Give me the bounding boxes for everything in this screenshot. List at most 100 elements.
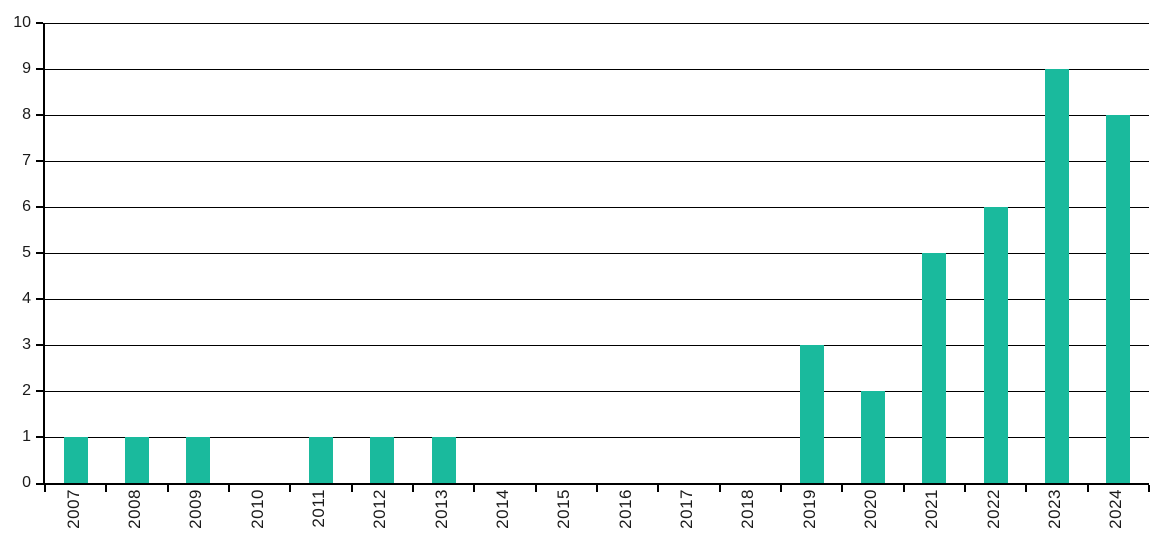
gridline-y-4	[45, 299, 1149, 300]
gridline-y-5	[45, 253, 1149, 254]
x-label-slot-2007: 2007	[43, 489, 104, 547]
y-tick-0	[36, 483, 43, 485]
x-tick-label-2017: 2017	[676, 489, 696, 529]
y-tick-label-9: 9	[22, 60, 31, 77]
x-label-slot-2011: 2011	[288, 489, 349, 547]
y-tick-label-0: 0	[22, 474, 31, 491]
y-tick-5	[36, 252, 43, 254]
x-tick-label-2016: 2016	[615, 489, 635, 529]
y-tick-label-5: 5	[22, 244, 31, 261]
y-tick-label-3: 3	[22, 336, 31, 353]
x-label-slot-2024: 2024	[1086, 489, 1147, 547]
x-label-slot-2012: 2012	[350, 489, 411, 547]
y-tick-6	[36, 206, 43, 208]
x-label-slot-2013: 2013	[411, 489, 472, 547]
x-tick-9	[596, 485, 598, 492]
x-tick-label-2008: 2008	[124, 489, 144, 529]
gridline-y-9	[45, 69, 1149, 70]
y-tick-label-4: 4	[22, 290, 31, 307]
x-tick-8	[534, 485, 537, 492]
y-tick-8	[36, 114, 43, 116]
gridline-y-1	[45, 437, 1149, 438]
bar-2024	[1106, 115, 1131, 483]
y-axis-tick-labels: 0 1 2 3 4 5 6 7 8 9 10	[0, 14, 31, 491]
x-tick-6	[412, 485, 414, 492]
x-tick-4	[289, 485, 292, 492]
x-label-slot-2014: 2014	[472, 489, 533, 547]
x-label-slot-2016: 2016	[595, 489, 656, 547]
x-tick-1	[105, 485, 108, 492]
x-tick-11	[718, 485, 721, 492]
x-tick-16	[1025, 485, 1028, 492]
x-tick-label-2009: 2009	[186, 489, 206, 529]
bar-2023	[1045, 69, 1069, 483]
bar-2019	[799, 345, 824, 483]
bar-2020	[861, 391, 885, 483]
x-label-slot-2018: 2018	[718, 489, 779, 547]
y-tick-label-7: 7	[22, 152, 31, 169]
x-tick-12	[780, 485, 782, 492]
gridline-y-8	[45, 115, 1149, 116]
y-tick-label-2: 2	[22, 382, 31, 399]
x-tick-7	[473, 485, 476, 492]
x-tick-label-2015: 2015	[554, 489, 574, 529]
bar-2009	[186, 437, 211, 483]
gridline-y-10	[45, 23, 1149, 24]
bar-2012	[370, 437, 395, 483]
x-tick-label-2011: 2011	[308, 489, 328, 528]
x-label-slot-2015: 2015	[534, 489, 595, 547]
x-tick-label-2023: 2023	[1044, 489, 1064, 529]
x-label-slot-2022: 2022	[963, 489, 1024, 547]
bar-2008	[125, 437, 149, 483]
y-tick-7	[36, 160, 43, 162]
bar-2013	[431, 437, 456, 483]
gridline-y-6	[45, 207, 1149, 208]
x-tick-label-2014: 2014	[492, 489, 512, 529]
gridline-y-7	[45, 161, 1149, 162]
bar-2007	[63, 437, 88, 483]
x-label-slot-2008: 2008	[104, 489, 165, 547]
x-tick-3	[228, 485, 230, 492]
y-tick-label-10: 10	[13, 14, 31, 31]
y-tick-3	[36, 344, 43, 346]
x-tick-label-2012: 2012	[370, 489, 390, 529]
x-tick-14	[902, 485, 905, 492]
x-tick-2	[166, 485, 169, 492]
x-label-slot-2019: 2019	[779, 489, 840, 547]
plot-area	[36, 22, 1150, 492]
x-tick-label-2022: 2022	[983, 489, 1003, 529]
y-tick-2	[36, 390, 43, 392]
y-tick-4	[36, 298, 43, 300]
y-tick-label-8: 8	[22, 106, 31, 123]
bar-2011	[309, 437, 333, 483]
y-tick-9	[36, 68, 43, 70]
x-label-slot-2017: 2017	[656, 489, 717, 547]
x-tick-label-2019: 2019	[799, 489, 819, 529]
x-label-slot-2023: 2023	[1024, 489, 1085, 547]
y-tick-1	[36, 436, 43, 438]
y-tick-10	[36, 22, 43, 24]
x-label-slot-2020: 2020	[840, 489, 901, 547]
x-tick-label-2013: 2013	[431, 489, 451, 529]
x-tick-18	[1148, 485, 1150, 492]
x-tick-label-2018: 2018	[738, 489, 758, 529]
x-tick-label-2024: 2024	[1106, 489, 1126, 529]
y-tick-label-1: 1	[22, 428, 31, 445]
bar-2021	[922, 253, 947, 483]
x-axis-tick-labels: 2007 2008 2009 2010 2011 2012 2013 2014 2015 2016…	[43, 489, 1147, 547]
x-tick-10	[657, 485, 660, 492]
x-label-slot-2021: 2021	[902, 489, 963, 547]
bar-2022	[983, 207, 1008, 483]
x-label-slot-2010: 2010	[227, 489, 288, 547]
y-tick-label-6: 6	[22, 198, 31, 215]
x-tick-label-2021: 2021	[922, 489, 942, 529]
x-tick-17	[1086, 485, 1089, 492]
x-label-slot-2009: 2009	[166, 489, 227, 547]
x-tick-label-2010: 2010	[247, 489, 267, 529]
x-tick-5	[350, 485, 353, 492]
x-tick-label-2020: 2020	[860, 489, 880, 529]
x-tick-label-2007: 2007	[63, 489, 83, 529]
x-tick-15	[964, 485, 966, 492]
gridline-y-2	[45, 391, 1149, 392]
